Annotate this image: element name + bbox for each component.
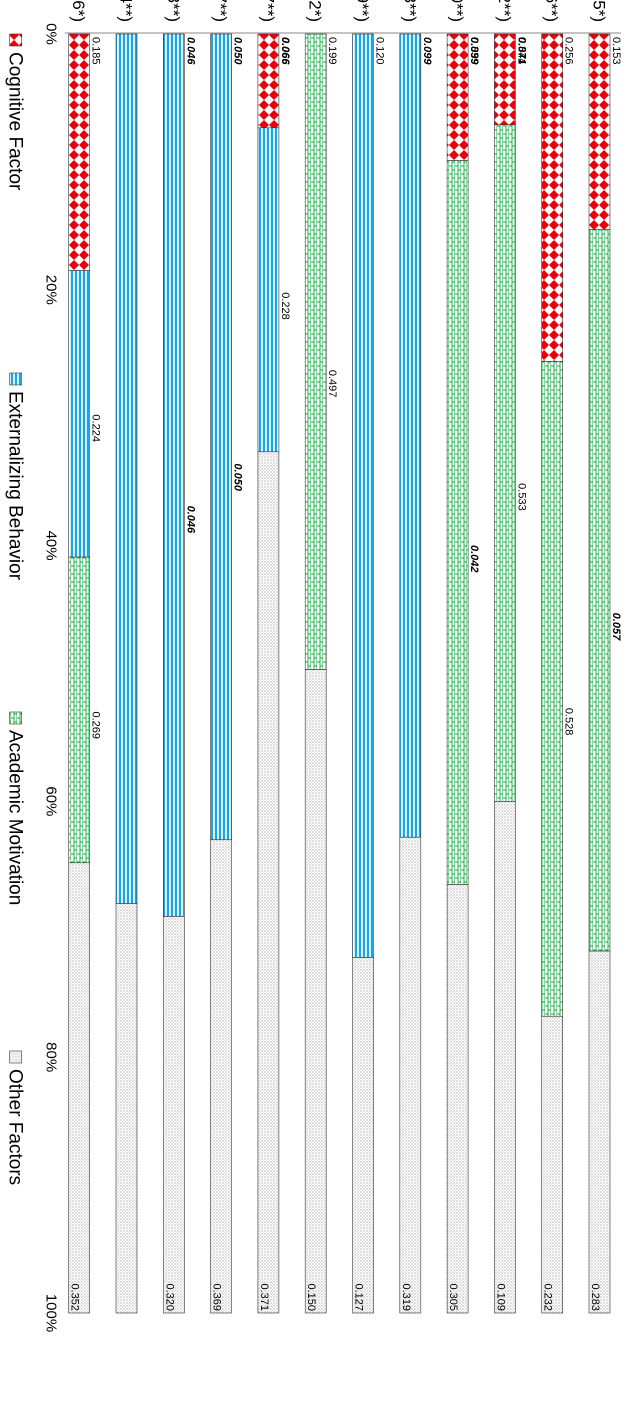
data-label: 0.057: [610, 613, 622, 641]
x-tick-label: 40%: [43, 531, 60, 561]
legend-swatch: [9, 372, 23, 386]
data-label: 0.185: [90, 37, 102, 65]
x-tick-label: 100%: [43, 1294, 60, 1332]
category-label: # of felony arrests, age 27 (-0.269**): [353, 0, 372, 22]
bar-segment-academic-motivation: [494, 124, 516, 802]
bar-segment-other-factors: [210, 839, 232, 1314]
data-label: 0.344: [515, 37, 527, 65]
bar-segment-cognitive-factor: [588, 33, 611, 230]
bar-segment-externalizing-behavior: [162, 33, 185, 917]
data-label: 0.497: [326, 370, 338, 398]
data-label: 0.042: [468, 545, 480, 573]
bar-segment-other-factors: [399, 836, 422, 1314]
data-label: 0.127: [353, 1283, 365, 1311]
legend-swatch: [9, 33, 23, 47]
category-label: Mentally impaired at least once, age 19 …: [448, 0, 467, 22]
data-label: 0.071: [515, 37, 527, 65]
data-label: 0.153: [610, 37, 622, 65]
bar-segment-other-factors: [115, 903, 138, 1314]
bar-segment-externalizing-behavior: [68, 270, 91, 558]
bar-segment-other-factors: [588, 950, 611, 1314]
category-label: Ever tried drugs other than alcohol or w…: [258, 0, 277, 22]
data-label: 0.528: [563, 708, 575, 736]
category-label: CAT total, age 8 (0.565*): [590, 0, 609, 22]
data-label: 0.109: [494, 1283, 506, 1311]
bar-segment-other-factors: [494, 801, 516, 1314]
data-label: 0.120: [374, 37, 386, 65]
data-label: 0.099: [468, 37, 480, 65]
data-label: 0.099: [421, 37, 433, 65]
bar-segment-other-factors: [352, 957, 374, 1314]
data-label: 0.046: [184, 37, 196, 65]
data-label: 0.228: [279, 292, 291, 320]
data-label: 0.046: [184, 506, 196, 534]
data-label: 0.066: [279, 37, 291, 65]
category-labels: CAT total, age 8 (0.565*) CAT total, age …: [69, 0, 608, 22]
x-tick-label: 0%: [43, 23, 60, 45]
category-label: Jobless for more than 1 year, age 27 (-0…: [306, 0, 325, 22]
data-label: 0.319: [400, 1283, 412, 1311]
bar-segment-other-factors: [257, 451, 280, 1314]
data-label: 0.050: [232, 37, 244, 65]
x-tick-label: 60%: [43, 786, 60, 816]
data-label: 0.256: [563, 37, 575, 65]
category-label: # of misdemeanor violent crimes, age 40 …: [211, 0, 230, 22]
data-label: 0.199: [326, 37, 338, 65]
legend: Cognitive Factor Externalizing Behavior Ac…: [5, 33, 26, 1185]
data-label: 0.050: [232, 463, 244, 491]
data-label: 0.150: [305, 1283, 317, 1311]
category-label: # of felony arrests, age 40 (-0.383**): [164, 0, 183, 22]
data-label: 0.371: [258, 1283, 270, 1311]
bar-segment-cognitive-factor: [446, 33, 469, 161]
legend-label: Externalizing Behavior: [5, 391, 26, 581]
bar-segment-cognitive-factor: [257, 33, 280, 129]
data-label: 0.339: [468, 37, 480, 65]
data-label: 0.232: [542, 1283, 554, 1311]
bar-segment-other-factors: [304, 669, 327, 1314]
bar-segment-externalizing-behavior: [399, 33, 422, 838]
legend-label: Cognitive Factor: [5, 52, 26, 191]
bar-segment-externalizing-behavior: [257, 127, 280, 453]
bars-layer: [68, 33, 611, 1314]
category-label: # of misdemeanor violent crimes, age 27 …: [400, 0, 419, 22]
category-label: CAT total, age 14 (0.806**): [542, 0, 561, 22]
category-label: Any special education, age 14 (-0.262**): [495, 0, 514, 22]
category-label: # of lifetime violent crimes, age 40 (-0…: [117, 0, 136, 22]
bar-segment-cognitive-factor: [68, 33, 91, 271]
bar-segment-academic-motivation: [541, 361, 563, 1017]
value-labels-layer: 0.153 0.057 0.283 0.256 0.528 0.232 0.071 0.533…: [69, 37, 622, 1311]
bar-segment-academic-motivation: [446, 160, 469, 885]
data-label: 0.283: [589, 1283, 601, 1311]
legend-swatch: [9, 711, 23, 725]
legend-label: Other Factors: [5, 1069, 26, 1185]
data-label: 0.066: [279, 37, 291, 65]
data-label: 0.224: [90, 414, 102, 442]
bar-segment-cognitive-factor: [541, 33, 563, 362]
data-label: 0.533: [515, 483, 527, 511]
bar-segment-academic-motivation: [304, 33, 327, 670]
x-tick-label: 20%: [43, 275, 60, 305]
data-label: 0.269: [90, 711, 102, 739]
legend-label: Academic Motivation: [5, 730, 26, 905]
bar-segment-other-factors: [68, 862, 91, 1314]
bar-segment-other-factors: [162, 916, 185, 1314]
bar-segment-externalizing-behavior: [115, 33, 138, 905]
bar-segment-externalizing-behavior: [352, 33, 374, 958]
x-axis: 0% 20% 40% 60% 80% 100%: [43, 23, 621, 1332]
bar-segment-other-factors: [446, 884, 469, 1314]
data-label: 0.352: [69, 1283, 81, 1311]
bar-segment-other-factors: [541, 1015, 563, 1314]
legend-swatch: [9, 1050, 23, 1064]
bar-segment-academic-motivation: [68, 556, 91, 864]
data-label: 0.320: [163, 1283, 175, 1311]
bar-segment-cognitive-factor: [494, 33, 516, 126]
data-label: 0.305: [447, 1283, 459, 1311]
data-label: 0.369: [211, 1283, 223, 1311]
category-label: Months in all marriages, age 40 (39.6*): [69, 0, 88, 22]
bar-segment-externalizing-behavior: [210, 33, 232, 841]
x-tick-label: 80%: [43, 1042, 60, 1072]
bar-segment-academic-motivation: [588, 229, 611, 952]
